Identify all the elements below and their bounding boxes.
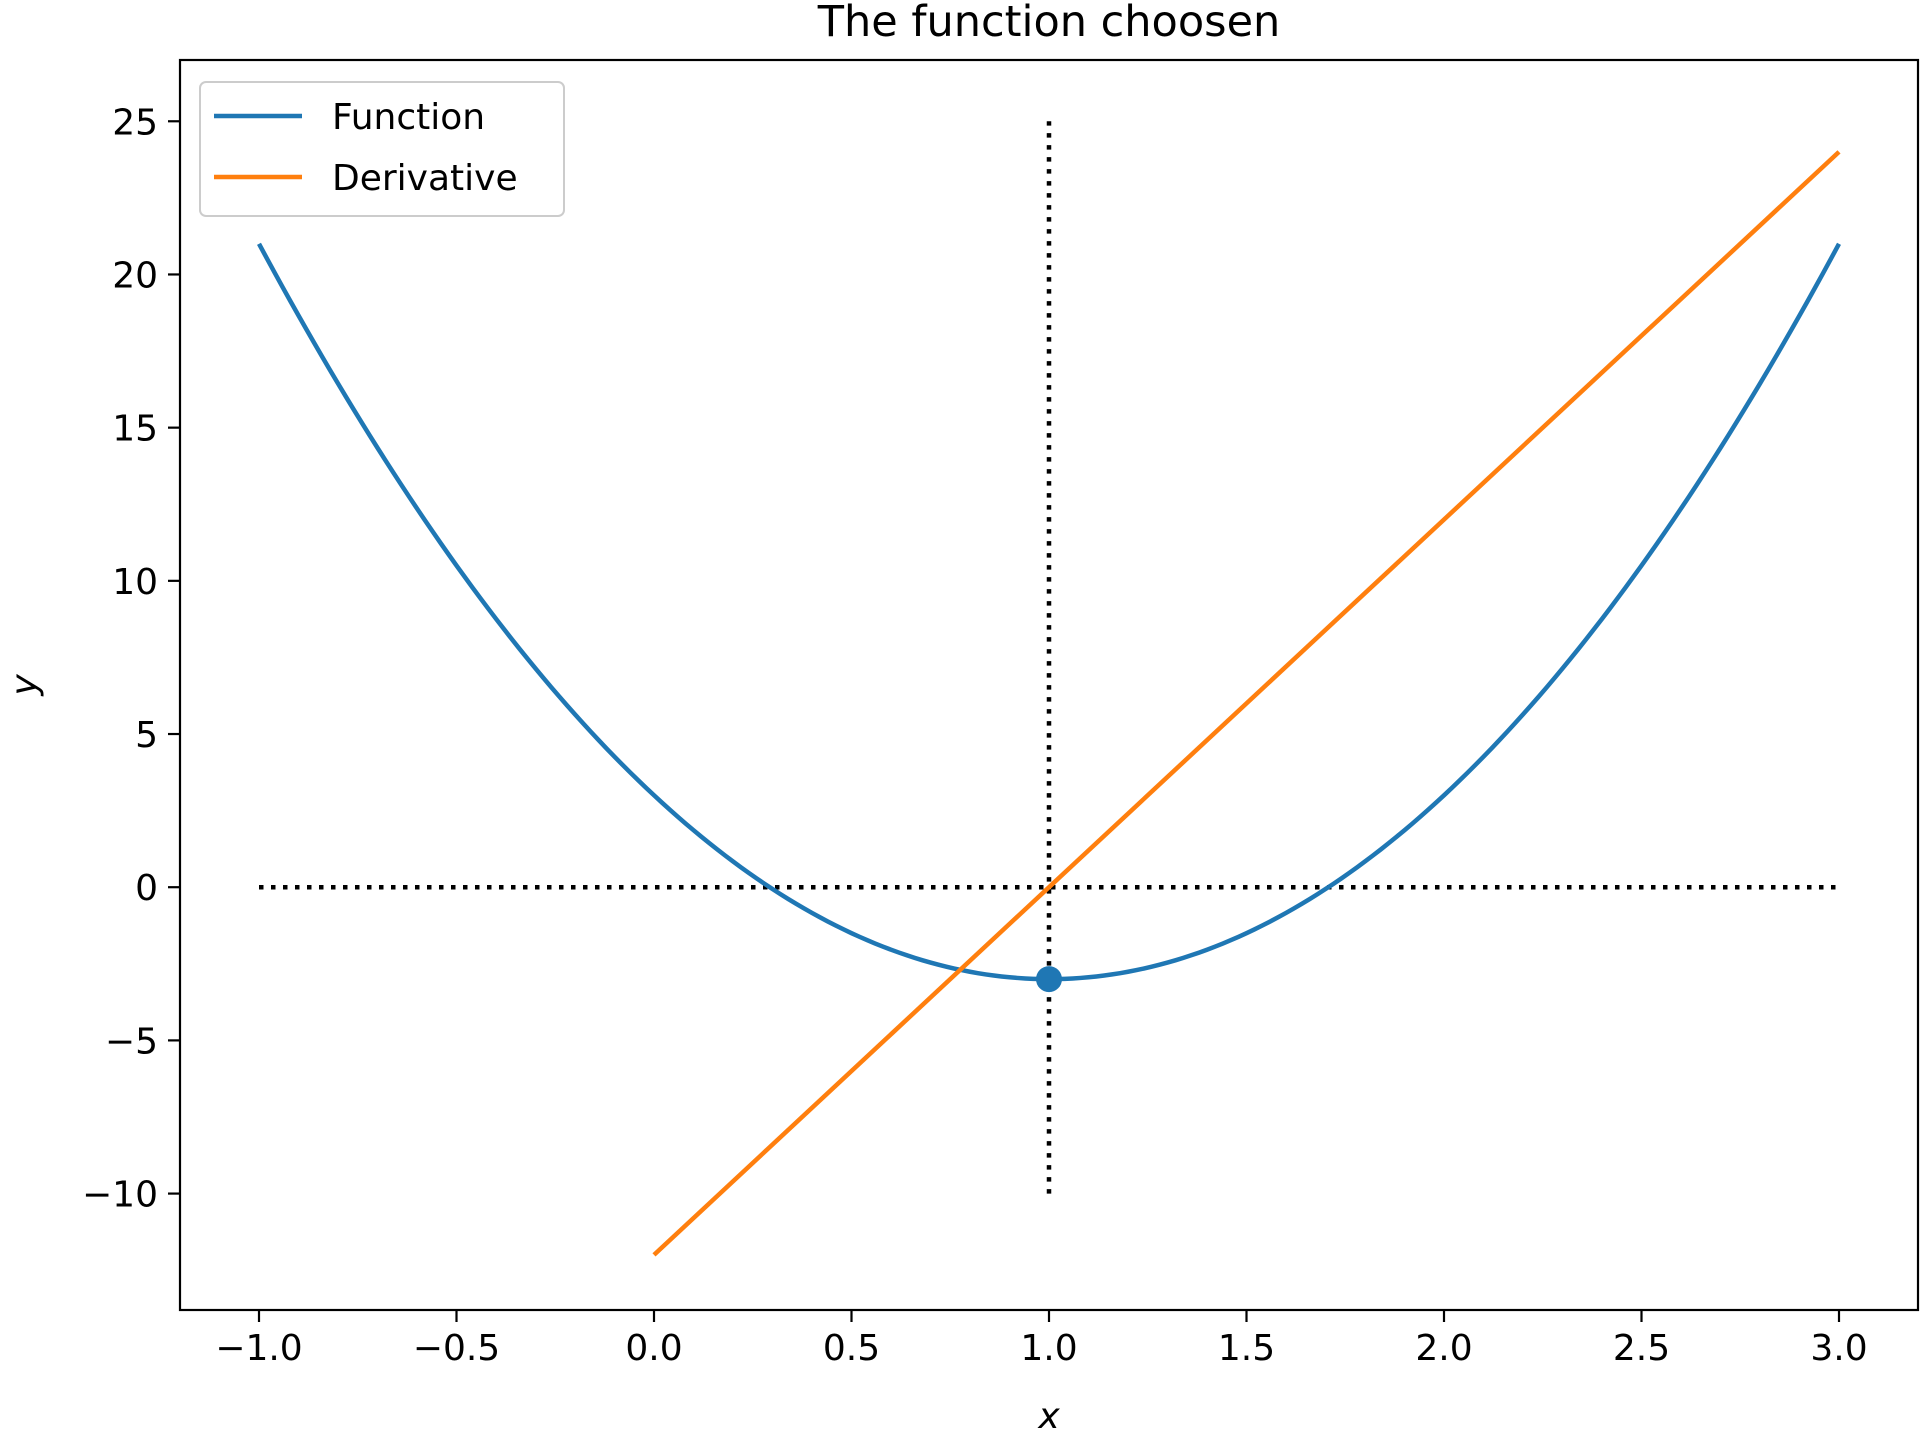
y-axis-label: y [4, 674, 45, 697]
x-tick-label: 2.0 [1415, 1328, 1472, 1369]
y-tick-label: 10 [112, 562, 158, 603]
y-tick-label: 15 [112, 409, 158, 450]
legend-label-derivative: Derivative [332, 158, 518, 199]
x-tick-label: −1.0 [215, 1328, 302, 1369]
x-tick-label: 1.0 [1020, 1328, 1077, 1369]
y-tick-label: 0 [135, 868, 158, 909]
x-axis: −1.0 −0.5 0.0 0.5 1.0 1.5 2.0 2.5 3.0 [215, 1310, 1868, 1369]
minimum-point-marker [1036, 966, 1062, 993]
legend-label-function: Function [332, 97, 485, 138]
y-tick-label: −5 [105, 1021, 158, 1062]
y-tick-label: 25 [112, 102, 158, 143]
x-axis-label: x [1037, 1396, 1060, 1437]
x-tick-label: 0.0 [625, 1328, 682, 1369]
x-tick-label: 1.5 [1218, 1328, 1275, 1369]
axes-frame [178, 58, 1920, 1312]
plot-area [257, 121, 1841, 1257]
y-tick-label: −10 [82, 1175, 158, 1216]
chart-title: The function choosen [817, 0, 1281, 47]
x-tick-label: 3.0 [1810, 1328, 1867, 1369]
x-tick-label: −0.5 [413, 1328, 500, 1369]
series-line-derivative [652, 150, 1841, 1257]
x-tick-label: 0.5 [823, 1328, 880, 1369]
x-tick-label: 2.5 [1613, 1328, 1670, 1369]
legend: Function Derivative [199, 81, 565, 217]
y-tick-label: 20 [112, 255, 158, 296]
y-tick-label: 5 [135, 715, 158, 756]
y-axis: −10 −5 0 5 10 15 20 25 [82, 102, 180, 1216]
